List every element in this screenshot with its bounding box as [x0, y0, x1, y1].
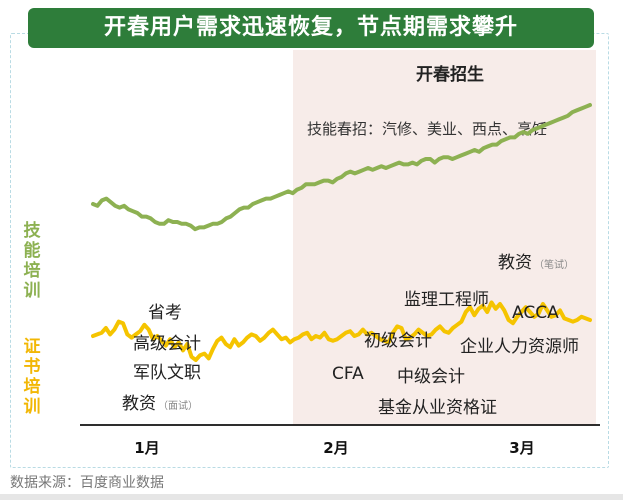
- annotation-label: ACCA: [512, 303, 559, 323]
- highlight-region: [293, 50, 596, 425]
- annotation-label: CFA: [332, 364, 364, 384]
- cert-series-line: [91, 300, 592, 362]
- annotation-label: 初级会计: [364, 331, 432, 351]
- x-tick-label: 2月: [323, 439, 348, 457]
- annotation-label: 省考: [148, 303, 182, 323]
- annotation-label: 军队文职: [133, 363, 201, 383]
- side-label-cert: 证书培训: [23, 337, 41, 417]
- annotation-label: 中级会计: [397, 367, 465, 387]
- highlight-label: 开春招生: [416, 64, 484, 85]
- annotation-label: 监理工程师: [404, 290, 489, 310]
- skill-series-line: [91, 103, 592, 232]
- annotation-label: 高级会计: [133, 334, 201, 354]
- bottom-strip: [0, 494, 623, 500]
- annotation-label: 企业人力资源师: [460, 337, 579, 357]
- side-label-skill: 技能培训: [23, 221, 41, 301]
- annotation-label: 教资 （面试）: [122, 394, 198, 414]
- annotation-label: 基金从业资格证: [378, 398, 497, 418]
- note-text: 技能春招：汽修、美业、西点、烹饪: [307, 120, 547, 138]
- chart-title: 开春用户需求迅速恢复，节点期需求攀升: [28, 8, 594, 48]
- data-source: 数据来源：百度商业数据: [10, 475, 164, 491]
- x-tick-label: 3月: [509, 439, 534, 457]
- x-tick-label: 1月: [134, 439, 159, 457]
